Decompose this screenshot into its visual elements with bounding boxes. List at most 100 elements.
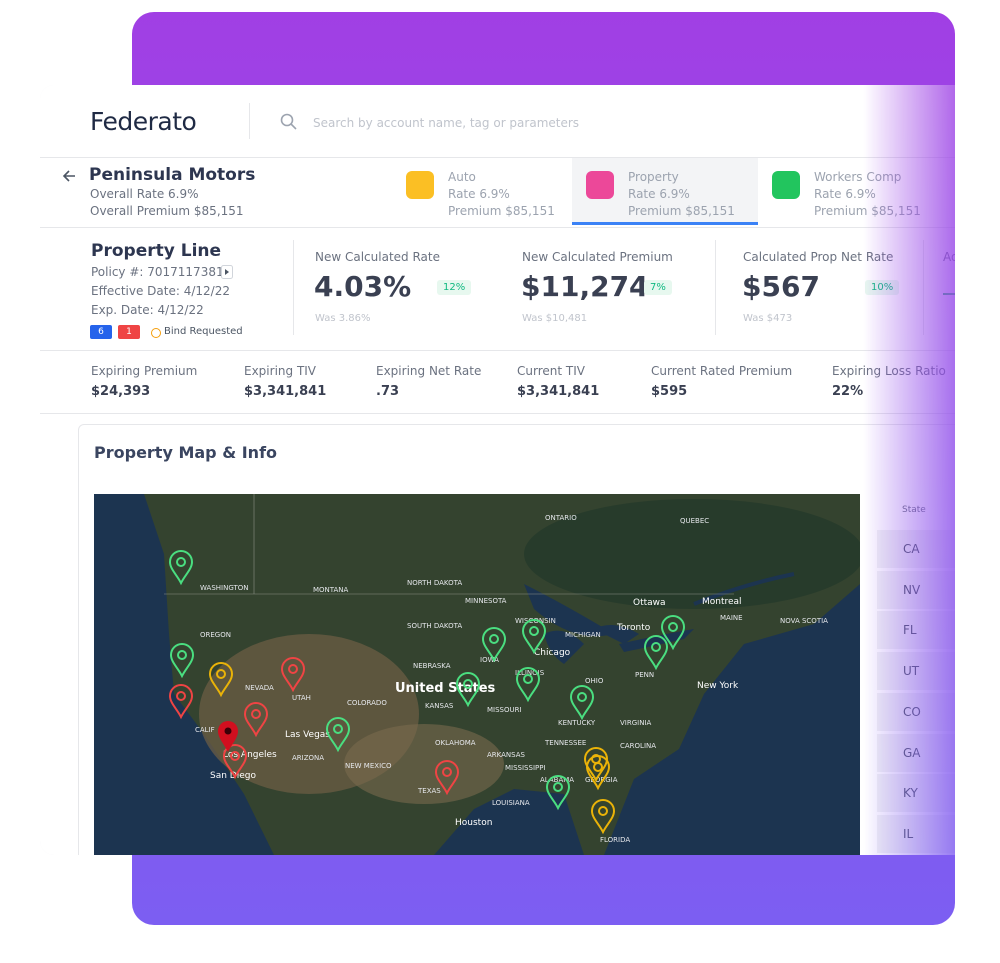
summary-value: $3,341,841: [244, 384, 327, 399]
map-pin-dot: [577, 692, 587, 702]
map-label: COLORADO: [347, 699, 387, 707]
map-label: TENNESSEE: [544, 739, 586, 747]
map-pin-dot: [591, 754, 601, 764]
tab-rate: Rate 6.9%: [814, 187, 876, 201]
map-label: SOUTH DAKOTA: [407, 622, 462, 630]
map-label: ARKANSAS: [487, 751, 526, 759]
tab-icon[interactable]: [586, 171, 614, 199]
map-pin: [208, 662, 234, 698]
status-dot: [151, 328, 161, 338]
map-pin-dot: [176, 691, 186, 701]
tab-label[interactable]: Auto: [448, 170, 476, 184]
map-label: LOUISIANA: [492, 799, 530, 807]
map-label: Chicago: [534, 648, 571, 658]
table-cell[interactable]: KY: [877, 774, 955, 813]
tab-label[interactable]: Workers Comp: [814, 170, 902, 184]
badge: 1: [118, 325, 140, 339]
summary-label: Expiring Premium: [91, 364, 198, 378]
badge: 6: [90, 325, 112, 339]
map-label: NORTH DAKOTA: [407, 579, 462, 587]
tab-rate: Rate 6.9%: [628, 187, 690, 201]
property-map[interactable]: ONTARIO QUEBEC WASHINGTON MONTANA NORTH DAKO…: [94, 494, 860, 855]
map-label: OREGON: [200, 631, 231, 639]
map-pin: [455, 672, 481, 708]
map-label: VIRGINIA: [620, 719, 652, 727]
table-cell[interactable]: FL: [877, 611, 955, 650]
map-pin-dot: [553, 782, 563, 792]
metric-value: $11,274: [521, 270, 649, 303]
table-cell[interactable]: CA: [877, 530, 955, 568]
map-label: MAINE: [720, 614, 743, 622]
metric-change: 12%: [437, 280, 472, 295]
tab-label[interactable]: Property: [628, 170, 679, 184]
table-cell[interactable]: CO: [877, 692, 955, 731]
back-button[interactable]: [60, 167, 78, 185]
tab-premium: Premium $85,151: [448, 204, 555, 218]
map-pin-dot: [668, 622, 678, 632]
app-window: Federato Search by account name, tag or …: [40, 85, 955, 855]
summary-value: $24,393: [91, 384, 151, 399]
table-cell[interactable]: GA: [877, 733, 955, 772]
map-label: WASHINGTON: [200, 584, 249, 592]
map-label: OKLAHOMA: [435, 739, 476, 747]
map-label: MONTANA: [313, 586, 349, 594]
map-pin: [280, 657, 306, 693]
map-label: Houston: [455, 818, 492, 828]
map-label: FLORIDA: [600, 836, 630, 844]
metric-label: New Calculated Premium: [522, 250, 673, 264]
search-icon[interactable]: [280, 113, 298, 131]
map-label: GEORGIA: [585, 776, 618, 784]
tab-premium: Premium $85,151: [814, 204, 921, 218]
table-cell[interactable]: UT: [877, 652, 955, 691]
map-pin-dot: [176, 557, 186, 567]
copy-icon[interactable]: [221, 265, 233, 279]
map-pin-dot: [598, 806, 608, 816]
map-pin-dot: [463, 679, 473, 689]
map-pin: [481, 627, 507, 663]
divider: [40, 157, 955, 158]
divider: [923, 240, 924, 335]
divider: [249, 103, 250, 139]
map-label: MICHIGAN: [565, 631, 601, 639]
summary-label: Expiring TIV: [244, 364, 317, 378]
summary-label: Current TIV: [517, 364, 585, 378]
divider: [40, 227, 955, 228]
map-pin-dot: [523, 674, 533, 684]
map-label: Montreal: [702, 597, 742, 607]
table-cell[interactable]: NV: [877, 570, 955, 609]
exp-date: Exp. Date: 4/12/22: [91, 303, 204, 317]
metric-previous: Was $10,481: [522, 313, 588, 324]
map-pin-dot: [489, 634, 499, 644]
map-pin: [660, 615, 686, 651]
policy-number: Policy #: 7017117381: [91, 265, 224, 279]
map-label: KENTUCKY: [558, 719, 596, 727]
map-label: CAROLINA: [620, 742, 656, 750]
overall-premium: Overall Premium $85,151: [90, 204, 244, 218]
divider: [293, 240, 294, 335]
map-label: OHIO: [585, 677, 604, 685]
map-label: PENN: [635, 671, 654, 679]
tab-icon[interactable]: [772, 171, 800, 199]
map-pin: [169, 643, 195, 679]
table-cell[interactable]: IL: [877, 814, 955, 853]
effective-date: Effective Date: 4/12/22: [91, 284, 230, 298]
map-pin-dot: [442, 767, 452, 777]
metric-label: Ad: [943, 250, 955, 264]
metric-label: Calculated Prop Net Rate: [743, 250, 894, 264]
summary-value: 22%: [832, 384, 864, 399]
map-pin: [569, 685, 595, 721]
search-input[interactable]: Search by account name, tag or parameter…: [313, 116, 580, 130]
map-label: San Diego: [210, 771, 256, 781]
account-name: Peninsula Motors: [89, 165, 256, 185]
map-label: TEXAS: [417, 787, 441, 795]
map-pin: [545, 775, 571, 811]
metric-previous: Was 3.86%: [315, 313, 371, 324]
metric-bar: [943, 293, 955, 295]
tab-icon[interactable]: [406, 171, 434, 199]
divider: [40, 413, 955, 414]
map-pin: [590, 799, 616, 835]
metric-previous: Was $473: [743, 313, 793, 324]
policy-title: Property Line: [91, 241, 222, 261]
selected-pin: [218, 721, 238, 752]
map-pin: [243, 702, 269, 738]
